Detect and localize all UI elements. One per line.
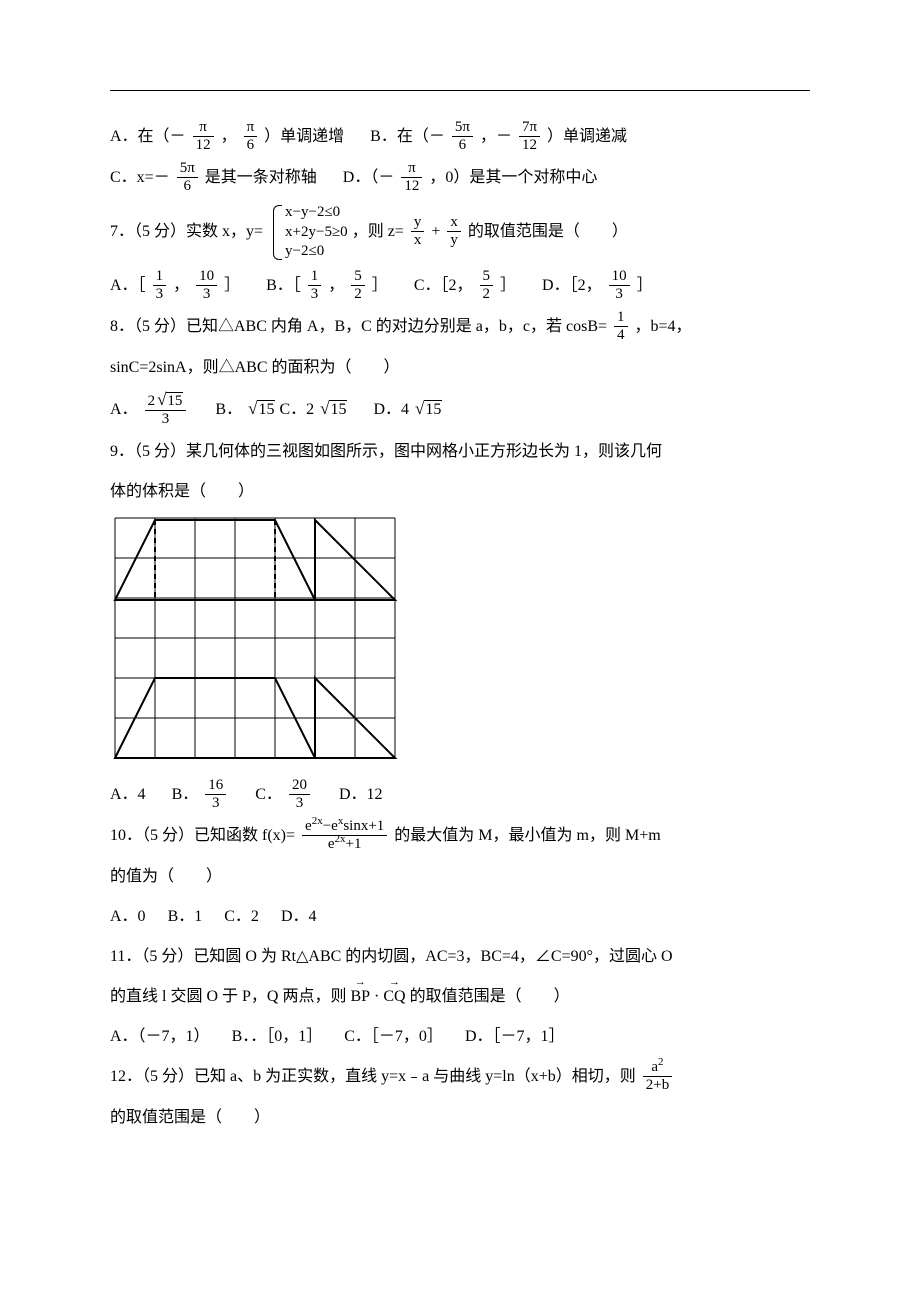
q9-B-pre: B． xyxy=(172,786,199,803)
q12-stem2: 的取值范围是（ ） xyxy=(110,1102,810,1134)
q7-plus: + xyxy=(431,223,440,240)
q7-B-f1: 13 xyxy=(308,269,322,302)
q6-D-pre: D．（－ xyxy=(343,169,399,186)
three-view-diagram xyxy=(110,516,400,761)
q6-A-pre: A．在（－ xyxy=(110,128,190,145)
q6-C-frac: 5π6 xyxy=(177,161,198,194)
q10-D: D．4 xyxy=(281,908,317,925)
q11-C: C．［－7，0］ xyxy=(344,1028,443,1045)
q10-frac: e2x−exsinx+1 e2x+1 xyxy=(302,819,387,852)
q10-B: B．1 xyxy=(168,908,203,925)
q9-D: D．12 xyxy=(339,786,383,803)
q9-stem2: 体的体积是（ ） xyxy=(110,476,810,508)
q12-pre: 12．（5 分）已知 a、b 为正实数，直线 y=x﹣a 与曲线 y=ln（x+… xyxy=(110,1068,636,1085)
q6-B-post: ）单调递减 xyxy=(547,128,627,145)
q7-D-pre: D．［2， xyxy=(542,277,602,294)
q7-pre: 7．（5 分）实数 x，y= xyxy=(110,223,263,240)
q10-pre: 10．（5 分）已知函数 xyxy=(110,827,258,844)
q7-A-f2: 103 xyxy=(196,269,217,302)
q6-D-frac: π12 xyxy=(401,161,422,194)
q10-stem2: 的值为（ ） xyxy=(110,861,810,893)
q9-diagram xyxy=(110,516,810,773)
q6-options-row1: A．在（－ π12 ， π6 ）单调递增 B．在（－ 5π6 ，－ 7π12 ）… xyxy=(110,121,810,154)
q7-stem: 7．（5 分）实数 x，y= x−y−2≤0 x+2y−5≥0 y−2≤0 ，则… xyxy=(110,203,810,262)
q8-options: A． 215 3 B． 15 C．2 15 D．4 15 xyxy=(110,392,810,428)
q7-options: A．［ 13 ， 103 ］ B．［ 13 ， 52 ］ C．［2， 52 ］ … xyxy=(110,270,810,303)
q7-brace: x−y−2≤0 x+2y−5≥0 y−2≤0 xyxy=(267,203,348,262)
q8-pre: 8．（5 分）已知△ABC 内角 A，B，C 的对边分别是 a，b，c，若 co… xyxy=(110,318,607,335)
q7-B-pre: B．［ xyxy=(266,277,301,294)
sqrt-icon: 15 xyxy=(155,391,183,409)
q8-A-pre: A． xyxy=(110,401,138,418)
q6-B-mid: ，－ xyxy=(480,128,516,145)
q10-C: C．2 xyxy=(224,908,259,925)
q9-A: A．4 xyxy=(110,786,146,803)
q7-A-f1: 13 xyxy=(153,269,167,302)
q6-A-mid: ， xyxy=(221,128,237,145)
q11-B: B．．［0，1］ xyxy=(232,1028,323,1045)
q6-C-post: 是其一条对称轴 xyxy=(205,169,317,186)
q7-C-pre: C．［2， xyxy=(414,277,473,294)
q11-D: D．［－7，1］ xyxy=(465,1028,565,1045)
vector-bp: →BP xyxy=(350,981,370,1013)
sqrt-icon: 15 xyxy=(318,392,347,426)
q7-z1: yx xyxy=(411,215,425,248)
sqrt-icon: 15 xyxy=(413,392,442,426)
q12-stem1: 12．（5 分）已知 a、b 为正实数，直线 y=x﹣a 与曲线 y=ln（x+… xyxy=(110,1061,810,1094)
q7-C-f: 52 xyxy=(480,269,494,302)
q11-options: A．（－7，1） B．．［0，1］ C．［－7，0］ D．［－7，1］ xyxy=(110,1021,810,1053)
q8-B-pre: B． xyxy=(215,401,242,418)
q10-stem1: 10．（5 分）已知函数 f(x)= e2x−exsinx+1 e2x+1 的最… xyxy=(110,820,810,853)
q10-A: A．0 xyxy=(110,908,146,925)
q11-stem1: 11．（5 分）已知圆 O 为 Rt△ABC 的内切圆，AC=3，BC=4，∠C… xyxy=(110,941,810,973)
q10-options: A．0 B．1 C．2 D．4 xyxy=(110,901,810,933)
q6-options-row2: C．x=－ 5π6 是其一条对称轴 D．（－ π12 ，0）是其一个对称中心 xyxy=(110,162,810,195)
q7-mid: ，则 z= xyxy=(352,223,404,240)
arrow-icon: → xyxy=(383,977,405,988)
q8-stem1: 8．（5 分）已知△ABC 内角 A，B，C 的对边分别是 a，b，c，若 co… xyxy=(110,311,810,344)
q7-post: 的取值范围是（ ） xyxy=(468,223,628,240)
q6-A-frac2: π6 xyxy=(244,120,258,153)
q7-D-f: 103 xyxy=(609,269,630,302)
q8-C-pre: C．2 xyxy=(279,401,314,418)
q7-A-pre: A．［ xyxy=(110,277,146,294)
q9-options: A．4 B． 163 C． 203 D．12 xyxy=(110,779,810,812)
arrow-icon: → xyxy=(350,977,370,988)
q8-A-frac: 215 3 xyxy=(145,391,187,427)
q12-frac: a2 2+b xyxy=(643,1060,672,1093)
q9-C-pre: C． xyxy=(255,786,282,803)
q6-B-frac1: 5π6 xyxy=(452,120,473,153)
q11-A: A．（－7，1） xyxy=(110,1028,210,1045)
q8-stem2: sinC=2sinA，则△ABC 的面积为（ ） xyxy=(110,352,810,384)
page-top-rule xyxy=(110,90,810,91)
vector-cq: →CQ xyxy=(383,981,405,1013)
q6-A-post: ）单调递增 xyxy=(264,128,344,145)
q6-C-pre: C．x=－ xyxy=(110,169,174,186)
q9-stem1: 9．（5 分）某几何体的三视图如图所示，图中网格小正方形边长为 1，则该几何 xyxy=(110,436,810,468)
q6-D-post: ，0）是其一个对称中心 xyxy=(429,169,597,186)
q11-stem2: 的直线 l 交圆 O 于 P，Q 两点，则 →BP · →CQ 的取值范围是（ … xyxy=(110,981,810,1013)
q10-post: 的最大值为 M，最小值为 m，则 M+m xyxy=(394,827,660,844)
q8-D-pre: D．4 xyxy=(373,401,409,418)
q7-B-f2: 52 xyxy=(351,269,365,302)
q7-z2: xy xyxy=(447,215,461,248)
q6-A-frac1: π12 xyxy=(193,120,214,153)
q9-B-frac: 163 xyxy=(205,778,226,811)
sqrt-icon: 15 xyxy=(246,392,275,426)
q6-B-pre: B．在（－ xyxy=(370,128,449,145)
q8-cosB: 14 xyxy=(614,310,628,343)
q9-C-frac: 203 xyxy=(289,778,310,811)
q6-B-frac2: 7π12 xyxy=(519,120,540,153)
